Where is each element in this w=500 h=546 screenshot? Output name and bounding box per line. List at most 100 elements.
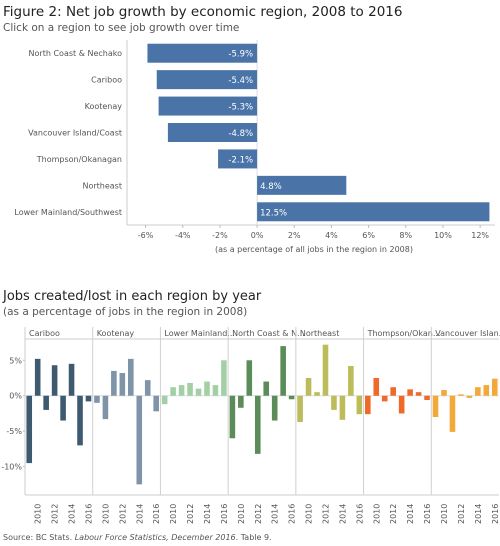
- chart2-bar: [111, 370, 117, 396]
- chart1-bar: [167, 123, 258, 142]
- chart2-bar: [94, 395, 100, 403]
- chart2-bar: [77, 395, 83, 446]
- chart2-y-tick-label: -10%: [1, 463, 22, 472]
- chart1-bar: [156, 70, 258, 90]
- chart2-bar: [288, 395, 295, 400]
- chart1-title: Figure 2: Net job growth by economic reg…: [3, 4, 403, 20]
- chart2-bar: [297, 395, 303, 422]
- chart2-bar: [322, 344, 329, 396]
- chart2-bar: [449, 395, 456, 432]
- chart2-y-tick-label: 5%: [9, 356, 22, 365]
- chart1-value-label: -2.1%: [228, 155, 253, 165]
- chart2-bar: [204, 381, 210, 396]
- chart2-bar: [246, 360, 253, 396]
- chart2-x-tick-label: 2016: [355, 504, 364, 524]
- chart2-bar: [144, 380, 151, 396]
- chart2-x-tick-label: 2016: [288, 504, 297, 524]
- chart2-bar: [34, 358, 41, 396]
- chart2-bar: [466, 395, 473, 398]
- chart1-x-tick-label: -6%: [138, 231, 154, 240]
- chart2-bar: [458, 394, 464, 396]
- chart2-x-tick-label: 2014: [338, 504, 347, 524]
- chart2-bar: [390, 387, 396, 396]
- chart2-bar: [381, 395, 388, 402]
- chart2-bar: [26, 395, 33, 464]
- chart2-panel-label: North Coast & N...: [232, 329, 305, 338]
- chart2-x-tick-label: 2014: [68, 504, 77, 524]
- chart2-bar: [85, 395, 92, 402]
- chart2-x-tick-label: 2012: [389, 504, 398, 524]
- chart2-x-tick-label: 2014: [203, 504, 212, 524]
- chart2-bar: [254, 395, 261, 454]
- chart1-category-label: Thompson/Okanagan: [36, 155, 122, 164]
- chart2-y-tick-label: 0%: [9, 392, 22, 401]
- chart2-bar: [128, 358, 134, 396]
- chart2-x-tick-label: 2016: [84, 504, 93, 524]
- chart2-bar: [314, 392, 320, 396]
- chart2-x-tick-label: 2012: [457, 504, 466, 524]
- chart2-title: Jobs created/lost in each region by year: [3, 289, 262, 304]
- chart2-x-tick-label: 2014: [135, 504, 144, 524]
- chart1-x-tick-label: 8%: [399, 231, 412, 240]
- chart1-category-label: Kootenay: [85, 102, 123, 111]
- chart1-x-tick-label: 4%: [325, 231, 338, 240]
- chart2-bar: [348, 365, 354, 396]
- chart1-value-label: -5.9%: [228, 50, 253, 60]
- chart1-x-tick-label: 6%: [362, 231, 375, 240]
- chart2-y-tick-label: -5%: [6, 427, 22, 436]
- chart2-subtitle: (as a percentage of jobs in the region i…: [3, 306, 248, 318]
- chart1-value-label: 12.5%: [260, 208, 287, 218]
- chart1-x-tick-label: 0%: [251, 231, 264, 240]
- net-job-growth-chart: North Coast & Nechako -5.9% Cariboo -5.4% Ko…: [14, 40, 495, 254]
- chart1-category-label: Lower Mainland/Southwest: [14, 208, 122, 217]
- chart2-bar: [331, 395, 337, 410]
- chart2-bar: [212, 385, 219, 396]
- chart2-x-tick-label: 2016: [491, 504, 500, 524]
- chart2-x-tick-label: 2012: [321, 504, 330, 524]
- source-title: Labour Force Statistics, December 2016: [74, 533, 236, 542]
- chart2-x-tick-label: 2012: [186, 504, 195, 524]
- chart2-x-tick-label: 2012: [254, 504, 263, 524]
- chart1-category-label: Vancouver Island/Coast: [28, 129, 122, 138]
- chart2-x-tick-label: 2014: [271, 504, 280, 524]
- chart2-bar: [263, 381, 270, 396]
- chart2-x-tick-label: 2014: [474, 504, 483, 524]
- chart2-x-tick-label: 2012: [51, 504, 60, 524]
- chart2-bar: [187, 382, 193, 396]
- chart2-bar: [339, 395, 346, 420]
- chart1-value-label: -4.8%: [228, 129, 253, 139]
- chart2-bar: [136, 395, 143, 485]
- chart2-x-tick-label: 2016: [423, 504, 432, 524]
- chart2-bar: [221, 360, 227, 396]
- chart2-bar: [238, 395, 244, 408]
- chart2-bar: [356, 395, 363, 415]
- chart1-x-tick-label: 2%: [288, 231, 301, 240]
- chart2-panel-label: Lower Mainland...: [164, 329, 235, 338]
- chart1-category-label: North Coast & Nechako: [29, 49, 123, 58]
- chart2-bar: [415, 392, 422, 396]
- chart2-bar: [229, 395, 236, 439]
- chart2-bar: [161, 395, 168, 405]
- chart2-bar: [305, 378, 312, 396]
- chart2-bar: [280, 346, 286, 396]
- chart2-x-tick-label: 2010: [440, 504, 449, 524]
- chart2-bar: [407, 389, 413, 396]
- chart1-bar: [218, 149, 258, 169]
- chart2-panel-label: Northeast: [300, 329, 340, 338]
- chart2-bar: [483, 385, 490, 396]
- chart2-x-tick-label: 2010: [101, 504, 110, 524]
- chart1-value-label: 4.8%: [260, 182, 282, 192]
- chart2-bar: [441, 390, 447, 396]
- chart2-bar: [475, 387, 481, 396]
- chart2-x-tick-label: 2010: [305, 504, 314, 524]
- chart2-bar: [491, 378, 498, 396]
- chart2-bar: [170, 387, 176, 396]
- chart2-x-tick-label: 2010: [237, 504, 246, 524]
- chart2-panel-label: Vancouver Islan...: [435, 329, 500, 338]
- chart1-category-label: Northeast: [82, 181, 122, 190]
- chart2-bar: [43, 395, 49, 410]
- chart2-x-tick-label: 2014: [406, 504, 415, 524]
- chart2-bar: [178, 385, 185, 396]
- chart1-x-tick-label: 10%: [434, 231, 452, 240]
- chart1-bar: [147, 43, 258, 63]
